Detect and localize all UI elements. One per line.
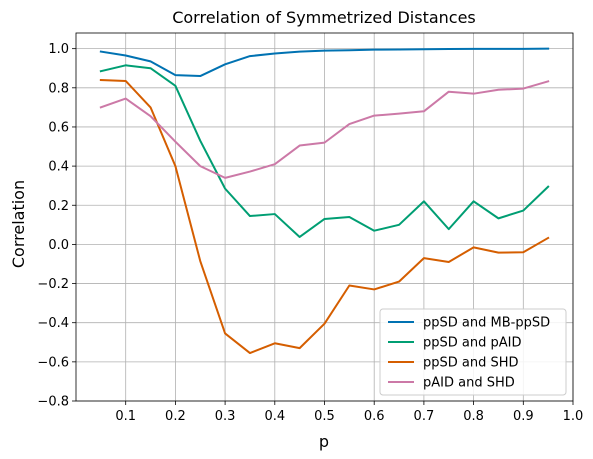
- y-tick-label: 0.2: [48, 199, 69, 214]
- legend-label: ppSD and pAID: [423, 336, 521, 351]
- x-tick-label: 0.7: [414, 409, 435, 424]
- y-tick-label: 0.0: [48, 238, 69, 253]
- y-tick-label: −0.6: [37, 355, 69, 370]
- x-tick-label: 0.8: [463, 409, 484, 424]
- series-line-2: [99, 64, 550, 238]
- x-tick-label: 0.5: [314, 409, 335, 424]
- axis-ticks: 0.1 0.2 0.3 0.4 0.5 0.6 0.7 0.8 0.9 1.0 −0.8 −0.6 −0…: [37, 42, 583, 424]
- legend-label: ppSD and SHD: [423, 356, 519, 371]
- series-line-4: [99, 80, 550, 179]
- x-tick-label: 0.9: [513, 409, 534, 424]
- y-tick-label: 0.8: [48, 81, 69, 96]
- y-tick-label: 0.6: [48, 120, 69, 135]
- legend: ppSD and MB-ppSD ppSD and pAID ppSD and SH…: [379, 308, 567, 396]
- x-tick-label: 0.1: [115, 409, 136, 424]
- x-axis-title: p: [319, 432, 329, 451]
- legend-label: ppSD and MB-ppSD: [423, 316, 550, 331]
- chart-title: Correlation of Symmetrized Distances: [172, 8, 476, 27]
- legend-label: pAID and SHD: [423, 376, 515, 391]
- x-tick-label: 0.3: [215, 409, 236, 424]
- x-tick-label: 1.0: [563, 409, 584, 424]
- y-axis-title: Correlation: [9, 180, 28, 268]
- x-tick-label: 0.4: [264, 409, 285, 424]
- series-line-3: [99, 78, 550, 355]
- x-tick-label: 0.6: [364, 409, 385, 424]
- y-tick-label: −0.4: [37, 316, 69, 331]
- legend-box: [379, 308, 567, 396]
- y-tick-label: 0.4: [48, 160, 69, 175]
- y-tick-label: −0.2: [37, 277, 69, 292]
- series-lines: [99, 47, 550, 355]
- y-tick-label: 1.0: [48, 42, 69, 57]
- series-line-1: [99, 47, 550, 78]
- x-tick-label: 0.2: [165, 409, 186, 424]
- y-tick-label: −0.8: [37, 395, 69, 410]
